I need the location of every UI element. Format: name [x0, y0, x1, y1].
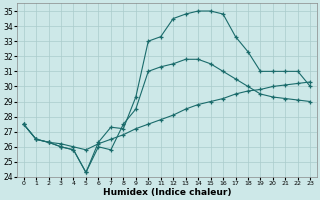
X-axis label: Humidex (Indice chaleur): Humidex (Indice chaleur) — [103, 188, 231, 197]
